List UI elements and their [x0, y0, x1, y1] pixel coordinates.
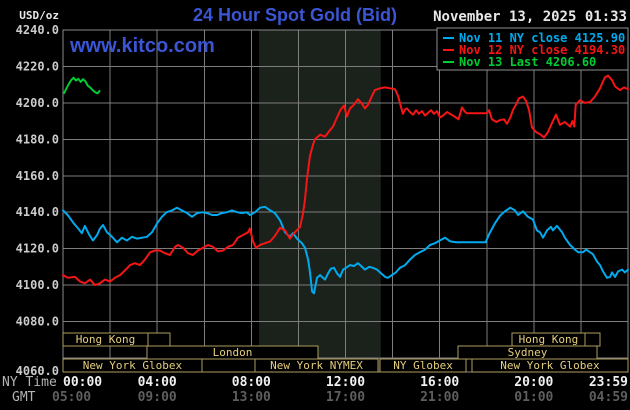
- x-tick-ny: 16:00: [420, 375, 459, 390]
- y-tick-label: 4200.0: [16, 96, 59, 110]
- y-tick-label: 4180.0: [16, 132, 59, 146]
- x-tick-ny: 23:59: [589, 375, 628, 390]
- x-tick-gmt: 17:00: [326, 390, 365, 405]
- session-box: [379, 358, 467, 373]
- session-box: [147, 332, 171, 347]
- kitco-watermark-link[interactable]: www.kitco.com: [69, 35, 215, 57]
- session-box: [254, 358, 379, 373]
- session-label: New York NYMEX: [270, 359, 363, 372]
- datetime-stamp: November 13, 2025 01:33: [433, 9, 627, 25]
- session-label: NY Globex: [393, 359, 453, 372]
- session-box: [584, 332, 601, 347]
- chart-background-layer: [62, 29, 629, 373]
- y-tick-label: 4120.0: [16, 242, 59, 256]
- x-tick-gmt: 05:00: [52, 390, 91, 405]
- y-tick-label: 4060.0: [16, 364, 59, 378]
- y-tick-label: 4220.0: [16, 59, 59, 73]
- series-line-2: [63, 76, 101, 95]
- nymex-session-band: [259, 30, 381, 372]
- x-tick-ny: 00:00: [63, 375, 102, 390]
- y-tick-label: 4140.0: [16, 205, 59, 219]
- x-tick-gmt: 21:00: [420, 390, 459, 405]
- y-tick-label: 4240.0: [16, 23, 59, 37]
- x-tick-gmt: 01:00: [514, 390, 553, 405]
- session-box: [471, 358, 629, 373]
- series-line-0: [62, 205, 629, 295]
- y-axis-unit-label: USD/oz: [19, 9, 59, 22]
- session-label: New York Globex: [500, 359, 600, 372]
- price-series-layer: [62, 74, 629, 295]
- x-tick-ny: 04:00: [138, 375, 177, 390]
- legend-entry: Nov 11 NY close 4125.90: [459, 31, 625, 45]
- session-label: Hong Kong: [76, 333, 136, 346]
- y-tick-label: 4160.0: [16, 169, 59, 183]
- ny-time-axis-caption: NY Time: [2, 375, 57, 390]
- x-tick-gmt: 13:00: [232, 390, 271, 405]
- axis-labels-layer: 4240.0 4220.0 4200.0 4180.0 4160.0 4140.0 4120…: [16, 23, 628, 405]
- page-title: 24 Hour Spot Gold (Bid): [193, 5, 397, 25]
- x-tick-gmt: 09:00: [138, 390, 177, 405]
- y-tick-label: 4080.0: [16, 315, 59, 329]
- legend-entry: Nov 12 NY close 4194.30: [459, 43, 625, 57]
- series-line-1: [62, 74, 629, 287]
- x-tick-ny: 20:00: [514, 375, 553, 390]
- session-box: [201, 358, 256, 373]
- session-label: Hong Kong: [519, 333, 579, 346]
- gmt-axis-caption: GMT: [12, 390, 36, 405]
- legend-frame: [436, 27, 629, 71]
- session-label: New York Globex: [83, 359, 183, 372]
- y-tick-label: 4100.0: [16, 278, 59, 292]
- session-label: London: [213, 346, 253, 359]
- session-label: Sydney: [508, 346, 548, 359]
- x-tick-gmt: 04:59: [589, 390, 628, 405]
- x-tick-ny: 12:00: [326, 375, 365, 390]
- x-tick-ny: 08:00: [232, 375, 271, 390]
- legend-entry: Nov 13 Last 4206.60: [459, 55, 596, 69]
